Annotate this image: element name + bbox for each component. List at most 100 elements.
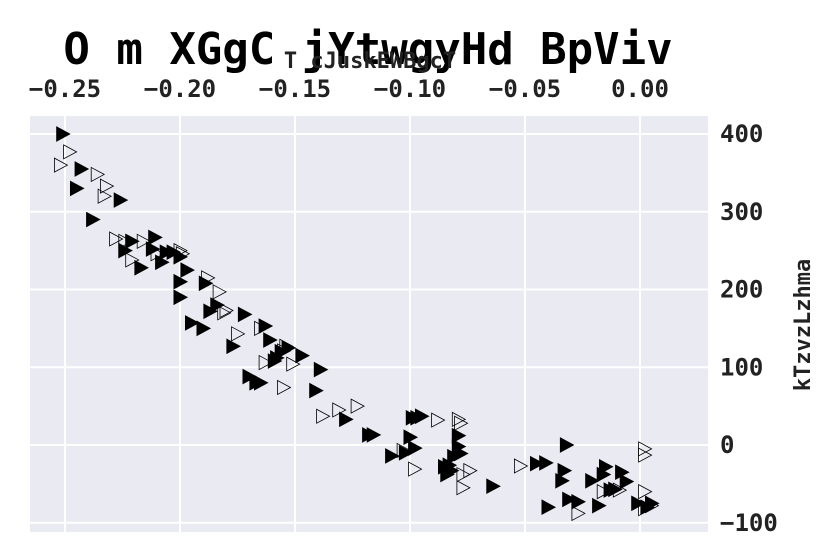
filled-marker — [237, 306, 253, 323]
hollow-marker — [645, 497, 660, 514]
hollow-marker — [431, 412, 446, 428]
data-markers — [54, 126, 660, 522]
hollow-marker — [100, 178, 115, 194]
hollow-marker — [97, 188, 112, 204]
hollow-marker — [118, 233, 133, 249]
hollow-marker — [463, 462, 478, 479]
hollow-marker — [125, 252, 140, 268]
filled-marker — [385, 448, 400, 464]
filled-marker — [155, 254, 170, 271]
hollow-marker — [173, 242, 188, 259]
filled-marker — [530, 455, 545, 472]
filled-marker — [70, 180, 85, 197]
filled-marker — [592, 497, 607, 514]
hollow-marker — [286, 356, 301, 372]
filled-marker — [196, 320, 212, 337]
filled-marker — [263, 332, 278, 348]
filled-marker — [254, 374, 269, 391]
x-tick-label: −0.05 — [489, 75, 561, 103]
filled-marker — [145, 241, 161, 257]
hollow-marker — [136, 233, 152, 249]
filled-marker — [309, 382, 324, 399]
hollow-marker — [217, 305, 232, 321]
filled-marker — [226, 338, 241, 355]
filled-marker — [585, 472, 600, 489]
filled-marker — [313, 361, 329, 378]
hollow-marker — [638, 447, 653, 463]
hollow-marker — [408, 461, 423, 477]
hollow-marker — [175, 246, 191, 262]
hollow-marker — [63, 144, 78, 160]
filled-marker — [539, 455, 554, 471]
hollow-marker — [212, 284, 227, 300]
y-axis-label: kTzvzLzhma — [791, 259, 816, 391]
filled-marker — [451, 427, 467, 444]
hollow-marker — [231, 326, 246, 342]
filled-marker — [415, 408, 430, 425]
hollow-marker — [456, 480, 471, 496]
hollow-marker — [258, 354, 273, 371]
filled-marker — [541, 499, 557, 516]
hollow-marker — [612, 482, 628, 498]
filled-marker — [134, 259, 149, 276]
filled-marker — [185, 315, 200, 331]
hollow-marker — [596, 483, 612, 500]
hollow-marker — [277, 379, 292, 396]
filled-marker — [571, 493, 586, 510]
hollow-marker — [638, 483, 653, 500]
hollow-marker — [277, 343, 292, 359]
y-tick-label: 300 — [720, 198, 763, 226]
hollow-marker — [451, 411, 467, 428]
filled-marker — [339, 411, 354, 428]
filled-marker — [408, 440, 423, 456]
chart-title: O m XGgC jYtwgyHd BpViv — [63, 24, 672, 75]
filled-marker — [557, 462, 573, 479]
filled-marker — [74, 161, 90, 177]
hollow-marker — [316, 408, 331, 424]
y-tick-label: 400 — [720, 120, 763, 148]
x-tick-label: 0.00 — [611, 75, 669, 103]
filled-marker — [113, 192, 129, 208]
hollow-marker — [514, 458, 529, 474]
filled-marker — [366, 427, 382, 443]
hollow-marker — [254, 320, 269, 337]
x-axis-label: T cJuskEWBgcT — [284, 49, 456, 74]
x-tick-label: −0.10 — [374, 75, 446, 103]
filled-marker — [608, 481, 623, 498]
filled-marker — [173, 273, 189, 290]
filled-marker — [454, 445, 469, 462]
filled-marker — [562, 491, 577, 508]
filled-marker — [559, 437, 575, 453]
grid-lines — [30, 116, 708, 532]
y-tick-labels: 400 300 200 100 0 −100 — [720, 120, 778, 537]
hollow-marker — [454, 415, 469, 431]
hollow-marker — [201, 270, 216, 286]
y-tick-label: 0 — [720, 431, 734, 459]
filled-marker — [198, 275, 214, 292]
hollow-marker — [396, 442, 411, 459]
plot-background — [30, 116, 708, 532]
hollow-marker — [332, 402, 347, 418]
hollow-marker — [350, 398, 365, 414]
hollow-marker — [109, 231, 124, 247]
filled-marker — [180, 262, 195, 278]
y-tick-label: −100 — [720, 509, 778, 537]
filled-marker — [444, 462, 460, 479]
hollow-marker — [279, 338, 294, 354]
x-tick-labels: −0.25 −0.20 −0.15 −0.10 −0.05 0.00 — [29, 75, 669, 103]
x-tick-label: −0.20 — [144, 75, 216, 103]
filled-marker — [86, 211, 101, 228]
x-tick-label: −0.25 — [29, 75, 101, 103]
hollow-marker — [219, 302, 234, 319]
filled-marker — [403, 429, 419, 446]
y-tick-label: 100 — [720, 353, 763, 381]
filled-marker — [148, 229, 163, 246]
filled-marker — [56, 126, 71, 142]
hollow-marker — [571, 505, 586, 522]
filled-marker — [619, 473, 635, 490]
hollow-marker — [150, 246, 165, 262]
hollow-marker — [90, 166, 106, 183]
y-tick-label: 200 — [720, 276, 763, 304]
x-tick-label: −0.15 — [259, 75, 331, 103]
